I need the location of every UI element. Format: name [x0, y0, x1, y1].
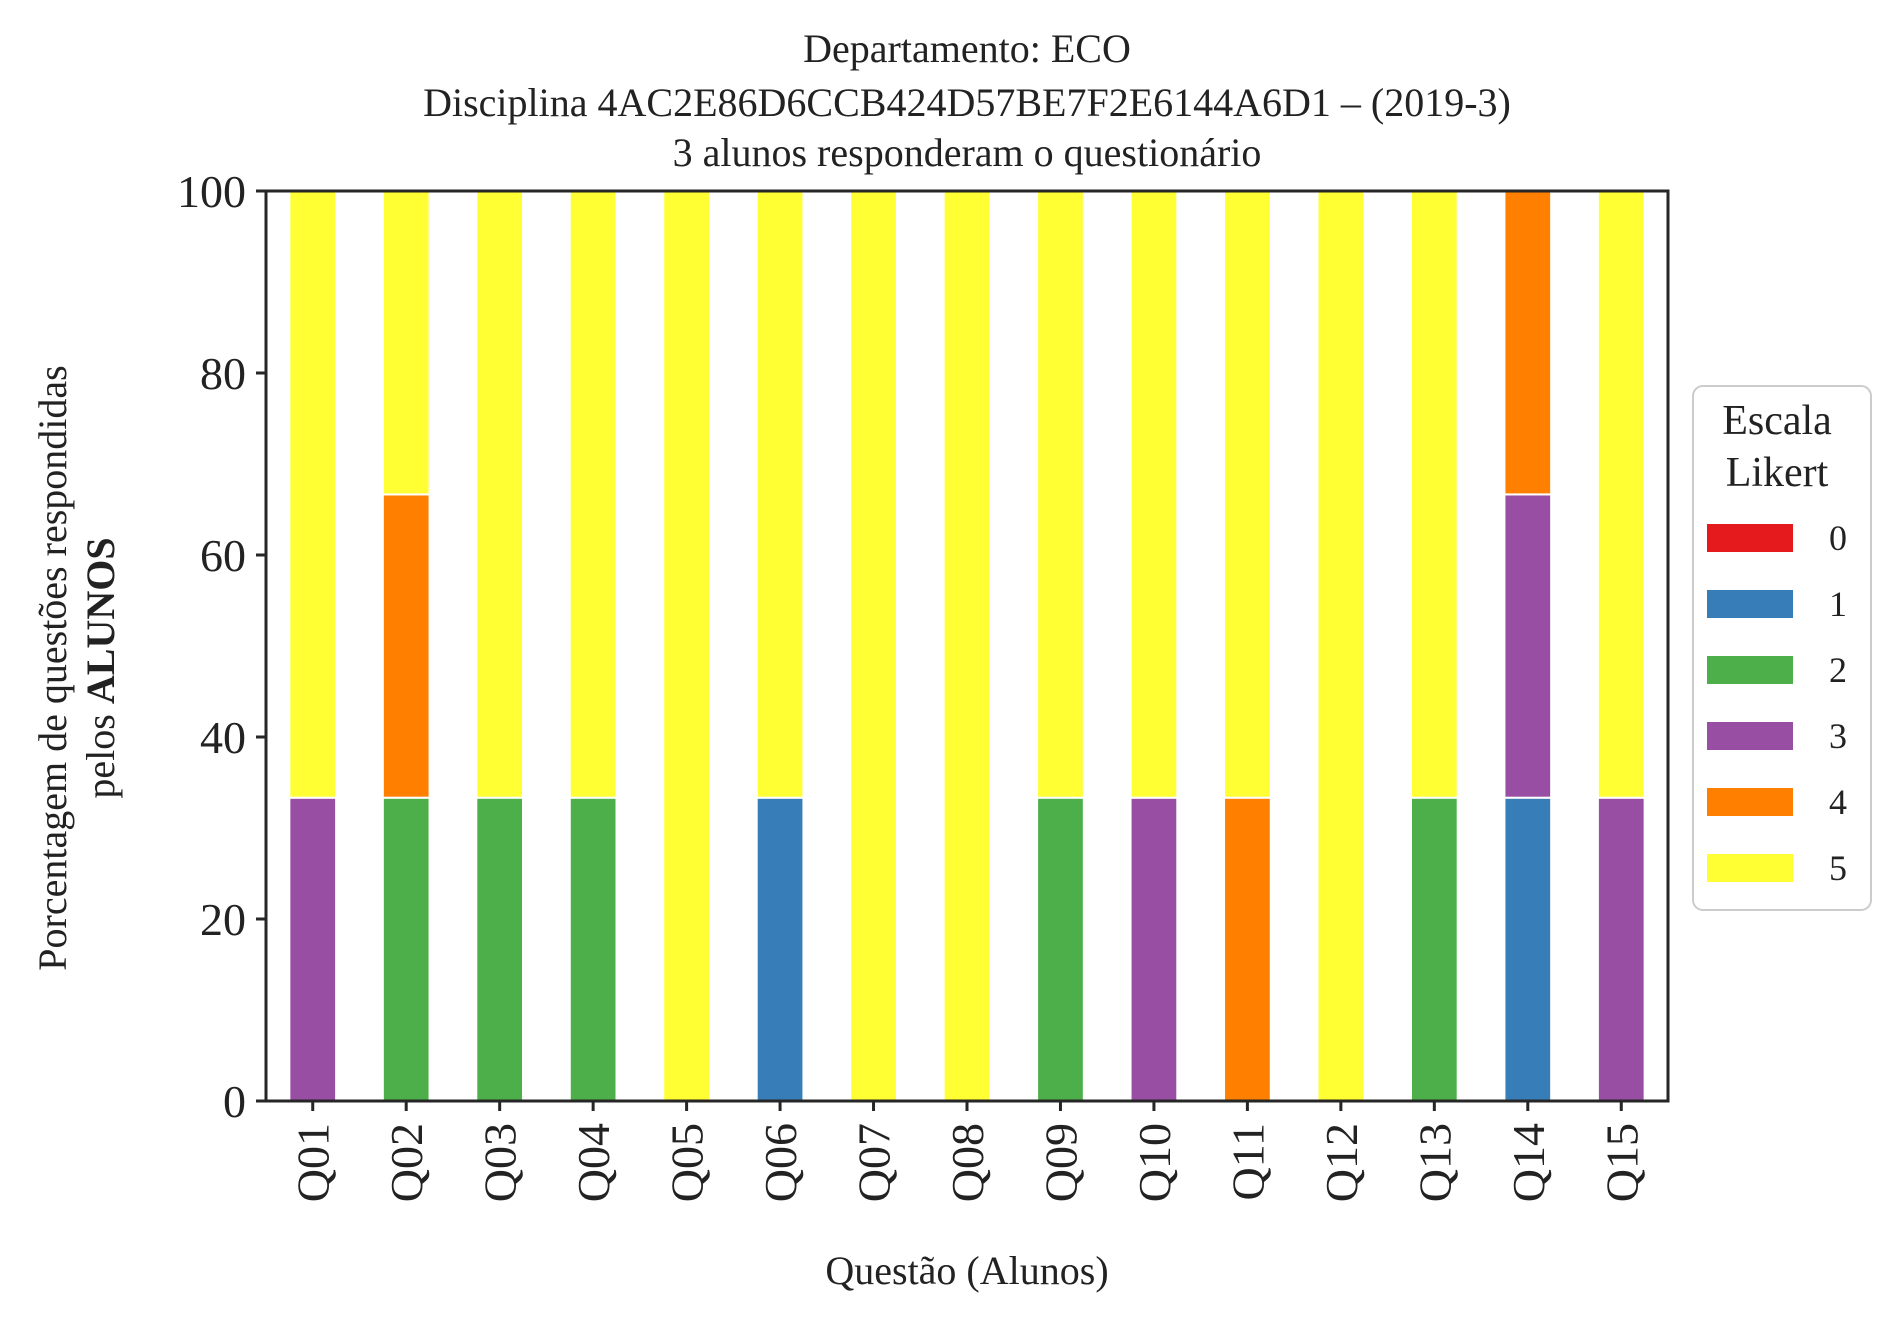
y-axis-ticks: 0 20 40 60 80 100 — [177, 166, 266, 1127]
legend-title-line-1: Escala — [1722, 398, 1832, 444]
legend-label-3: 3 — [1829, 716, 1847, 756]
y-axis-label-bold: ALUNOS — [78, 537, 123, 704]
bar-segment-q07-likert-5 — [849, 190, 898, 1102]
y-tick-label-0: 0 — [223, 1076, 246, 1127]
bar-segment-q15-likert-3 — [1596, 796, 1646, 1103]
bar-segment-q02-likert-5 — [381, 190, 431, 496]
bar-segment-q03-likert-2 — [475, 796, 525, 1103]
legend-swatch-0 — [1707, 524, 1793, 552]
legend-swatch-4 — [1707, 788, 1793, 816]
chart-title-line-3: 3 alunos responderam o questionário — [673, 130, 1262, 175]
x-tick-label-q02: Q02 — [381, 1123, 432, 1202]
bar-segment-q14-likert-4 — [1503, 190, 1553, 496]
bar-segment-q09-likert-2 — [1036, 796, 1085, 1103]
chart-title: Departamento: ECO Disciplina 4AC2E86D6CC… — [423, 26, 1511, 175]
x-tick-label-q10: Q10 — [1129, 1123, 1180, 1202]
bar-segment-q04-likert-2 — [568, 796, 618, 1103]
legend-label-1: 1 — [1829, 584, 1847, 624]
bar-segment-q01-likert-5 — [288, 190, 338, 799]
bar-segment-q14-likert-3 — [1503, 493, 1553, 799]
bar-segment-q02-likert-2 — [381, 796, 431, 1103]
bar-segment-q04-likert-5 — [568, 190, 618, 799]
bar-segment-q10-likert-3 — [1129, 796, 1179, 1103]
x-tick-label-q12: Q12 — [1316, 1123, 1367, 1202]
legend-label-2: 2 — [1829, 650, 1847, 690]
legend-label-0: 0 — [1829, 518, 1847, 558]
legend: Escala Likert 0 1 2 3 4 5 — [1692, 385, 1872, 911]
legend-entries: 0 1 2 3 4 5 — [1707, 518, 1847, 888]
x-tick-label-q04: Q04 — [568, 1123, 619, 1202]
x-tick-label-q11: Q11 — [1222, 1123, 1273, 1201]
x-axis-ticks: Q01 Q02 Q03 Q04 Q05 Q06 Q07 Q08 Q09 Q10 Q11 Q12 Q13 Q… — [288, 1101, 1647, 1202]
chart-title-line-1: Departamento: ECO — [803, 26, 1131, 71]
bar-segment-q14-likert-1 — [1503, 796, 1553, 1103]
y-tick-label-60: 60 — [200, 530, 246, 581]
bar-segment-q06-likert-5 — [755, 190, 805, 799]
bar-segment-q01-likert-3 — [288, 796, 338, 1103]
x-tick-label-q08: Q08 — [942, 1123, 993, 1202]
bar-segment-q13-likert-2 — [1409, 796, 1459, 1103]
legend-swatch-3 — [1707, 722, 1793, 750]
x-tick-label-q13: Q13 — [1409, 1123, 1460, 1202]
legend-title-line-2: Likert — [1726, 450, 1829, 496]
bar-segment-q11-likert-4 — [1223, 796, 1272, 1103]
bar-segment-q02-likert-4 — [381, 493, 431, 799]
y-tick-label-40: 40 — [200, 712, 246, 763]
x-tick-label-q05: Q05 — [662, 1123, 713, 1202]
bars — [288, 190, 1646, 1103]
y-tick-label-100: 100 — [177, 166, 246, 217]
y-axis-label: Porcentagem de questões respondidas pelo… — [30, 365, 123, 970]
bar-segment-q10-likert-5 — [1129, 190, 1179, 799]
x-tick-label-q01: Q01 — [288, 1123, 339, 1202]
bar-segment-q09-likert-5 — [1036, 190, 1085, 799]
y-axis-label-line-2: pelos ALUNOS — [78, 537, 123, 798]
y-tick-label-20: 20 — [200, 894, 246, 945]
x-tick-label-q06: Q06 — [755, 1123, 806, 1202]
x-tick-label-q07: Q07 — [849, 1123, 900, 1202]
y-axis-label-line-1: Porcentagem de questões respondidas — [30, 365, 75, 970]
bar-segment-q11-likert-5 — [1223, 190, 1272, 799]
bar-segment-q13-likert-5 — [1409, 190, 1459, 799]
legend-label-5: 5 — [1829, 848, 1847, 888]
x-tick-label-q15: Q15 — [1596, 1123, 1647, 1202]
bar-segment-q08-likert-5 — [942, 190, 992, 1102]
chart-title-line-2: Disciplina 4AC2E86D6CCB424D57BE7F2E6144A… — [423, 80, 1511, 125]
legend-swatch-5 — [1707, 854, 1793, 882]
y-tick-label-80: 80 — [200, 348, 246, 399]
legend-swatch-2 — [1707, 656, 1793, 684]
plot-frame — [264, 189, 1670, 1103]
legend-frame — [1692, 385, 1872, 911]
bar-segment-q15-likert-5 — [1596, 190, 1646, 799]
y-axis-label-prefix: pelos — [78, 704, 123, 798]
bar-segment-q06-likert-1 — [755, 796, 805, 1103]
x-tick-label-q14: Q14 — [1503, 1123, 1554, 1202]
x-tick-label-q09: Q09 — [1035, 1123, 1086, 1202]
bar-segment-q05-likert-5 — [662, 190, 711, 1102]
legend-label-4: 4 — [1829, 782, 1847, 822]
x-tick-label-q03: Q03 — [475, 1123, 526, 1202]
x-axis-label: Questão (Alunos) — [825, 1248, 1108, 1293]
bar-segment-q12-likert-5 — [1316, 190, 1366, 1102]
bar-segment-q03-likert-5 — [475, 190, 525, 799]
legend-swatch-1 — [1707, 590, 1793, 618]
